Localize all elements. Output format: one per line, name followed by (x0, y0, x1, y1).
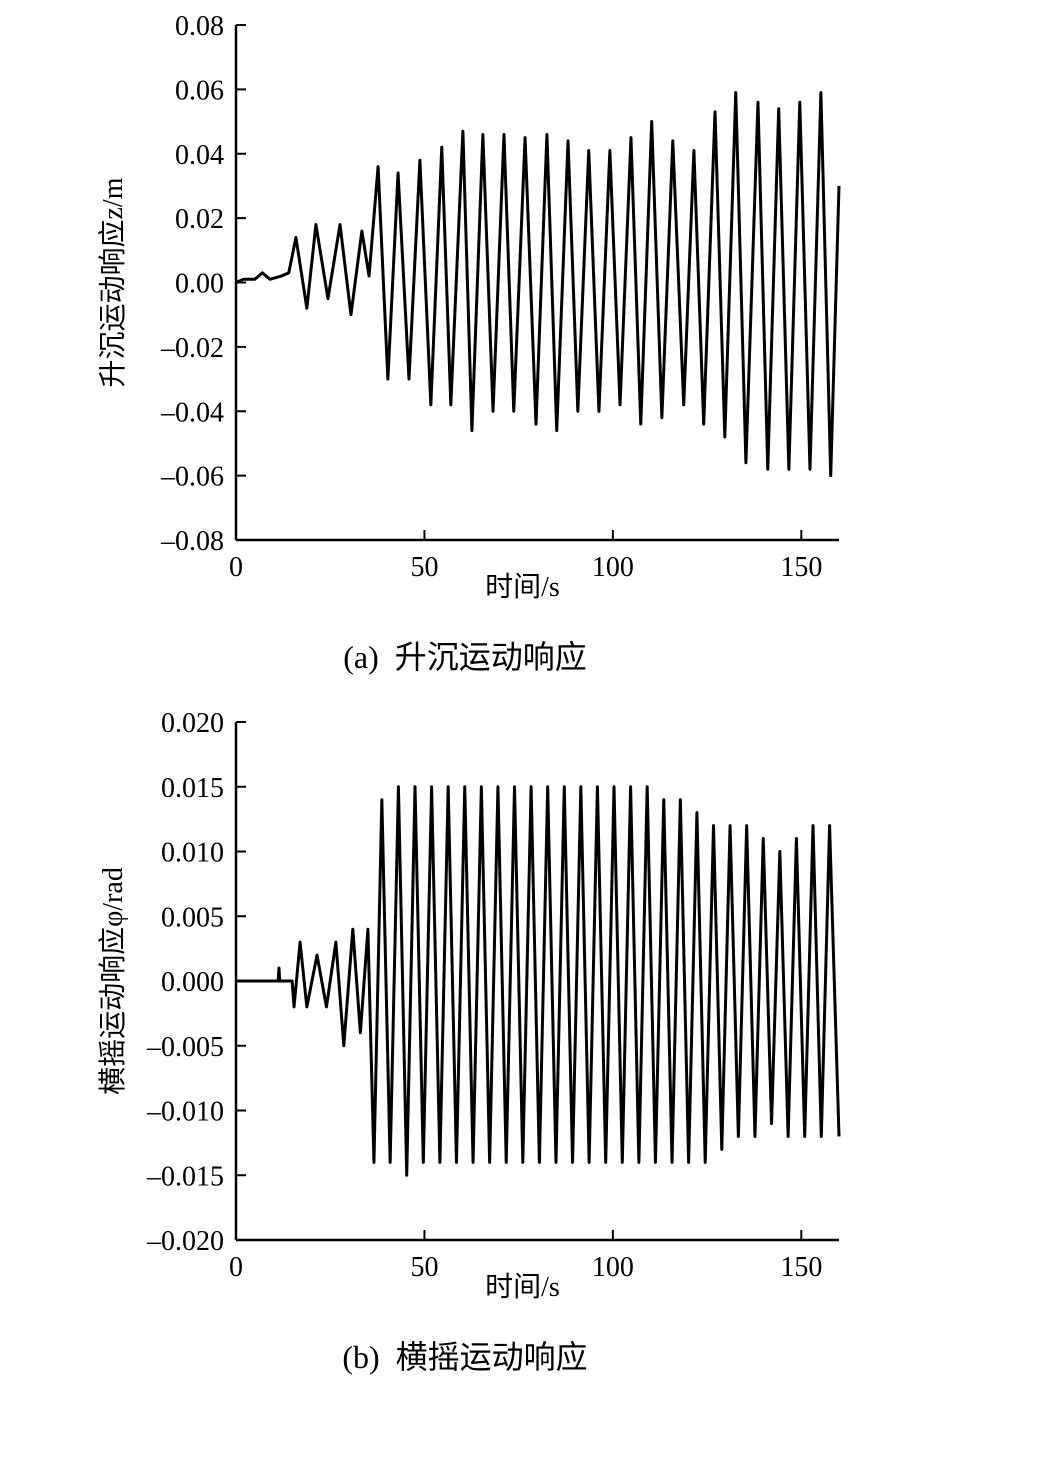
x-tick-label: 50 (410, 1252, 438, 1283)
x-tick-label: 150 (780, 552, 822, 583)
y-tick-label: 0.04 (175, 140, 224, 171)
y-tick-label: 0.020 (161, 708, 224, 739)
y-tick-label: 0.015 (161, 773, 224, 804)
x-axis-label: 时间/s (485, 1271, 560, 1303)
y-tick-label: –0.08 (160, 526, 224, 557)
y-tick-label: –0.005 (146, 1032, 224, 1063)
y-tick-label: –0.015 (146, 1161, 224, 1192)
y-tick-label: –0.02 (160, 333, 224, 364)
y-tick-label: –0.04 (160, 397, 224, 428)
caption: (b) 横摇运动响应 (342, 1339, 587, 1375)
y-tick-label: 0.08 (175, 11, 224, 42)
caption: (a) 升沉运动响应 (343, 639, 587, 675)
x-tick-label: 50 (410, 552, 438, 583)
y-tick-label: 0.005 (161, 902, 224, 933)
x-tick-label: 100 (592, 1252, 634, 1283)
y-tick-label: –0.06 (160, 462, 224, 493)
x-tick-label: 0 (229, 552, 243, 583)
y-tick-label: –0.010 (146, 1097, 224, 1128)
x-tick-label: 100 (592, 552, 634, 583)
y-axis-label: 升沉运动响应z/m (97, 177, 129, 387)
y-tick-label: 0.00 (175, 269, 224, 300)
x-axis-label: 时间/s (485, 571, 560, 603)
y-tick-label: 0.06 (175, 75, 224, 106)
y-tick-label: 0.02 (175, 204, 224, 235)
y-tick-label: –0.020 (146, 1226, 224, 1257)
x-tick-label: 150 (780, 1252, 822, 1283)
y-axis-label: 横摇运动响应φ/rad (97, 867, 129, 1095)
x-tick-label: 0 (229, 1252, 243, 1283)
data-line (235, 91, 841, 478)
data-line (236, 785, 841, 1177)
y-tick-label: 0.000 (161, 967, 224, 998)
y-tick-label: 0.010 (161, 838, 224, 869)
